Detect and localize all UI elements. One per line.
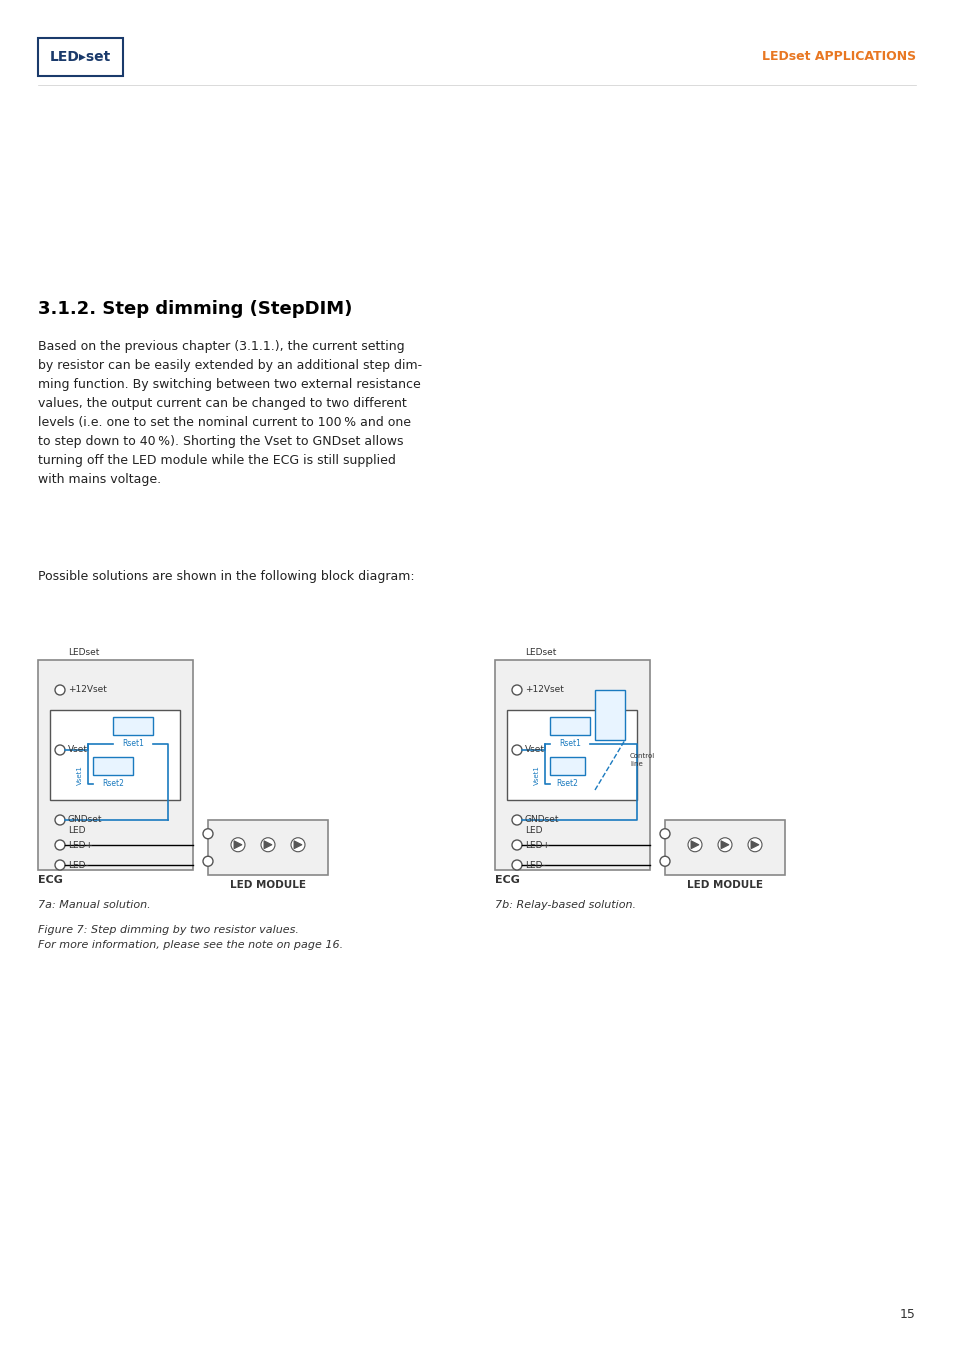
Circle shape — [55, 745, 65, 755]
Bar — [208, 819, 328, 875]
Bar — [495, 660, 649, 869]
Bar — [50, 710, 180, 801]
Text: GNDset: GNDset — [68, 815, 102, 825]
Circle shape — [512, 815, 521, 825]
Circle shape — [203, 829, 213, 838]
Text: +12Vset: +12Vset — [524, 686, 563, 694]
Text: Rset2: Rset2 — [556, 779, 578, 788]
Text: LEDset: LEDset — [524, 648, 556, 657]
Bar — [38, 660, 193, 869]
Text: Vset: Vset — [68, 745, 88, 755]
Text: LEDset: LEDset — [68, 648, 99, 657]
Circle shape — [659, 829, 669, 838]
Text: LED+: LED+ — [68, 841, 92, 849]
Text: +12Vset: +12Vset — [68, 686, 107, 694]
Text: Rset1: Rset1 — [558, 740, 580, 748]
Text: 7a: Manual solution.: 7a: Manual solution. — [38, 900, 151, 910]
Circle shape — [261, 838, 274, 852]
Circle shape — [718, 838, 731, 852]
Text: Vset1: Vset1 — [77, 765, 83, 784]
Circle shape — [55, 815, 65, 825]
Polygon shape — [750, 841, 759, 849]
Circle shape — [291, 838, 305, 852]
Bar — [112, 717, 152, 734]
Text: Rset2: Rset2 — [102, 779, 124, 788]
Circle shape — [512, 684, 521, 695]
Bar — [38, 38, 123, 76]
Text: ECG: ECG — [38, 875, 63, 886]
Text: Control
line: Control line — [629, 753, 655, 767]
Text: LED-: LED- — [524, 860, 545, 869]
Circle shape — [55, 860, 65, 869]
Text: LED MODULE: LED MODULE — [686, 880, 762, 890]
Circle shape — [659, 856, 669, 867]
Text: LED-: LED- — [68, 860, 89, 869]
Text: LED: LED — [68, 826, 86, 836]
Circle shape — [687, 838, 701, 852]
Text: LED▸set: LED▸set — [50, 50, 111, 63]
Text: 3.1.2. Step dimming (StepDIM): 3.1.2. Step dimming (StepDIM) — [38, 300, 352, 319]
Text: Based on the previous chapter (3.1.1.), the current setting
by resistor can be e: Based on the previous chapter (3.1.1.), … — [38, 340, 421, 486]
Text: Vset: Vset — [524, 745, 544, 755]
Text: 7b: Relay-based solution.: 7b: Relay-based solution. — [495, 900, 636, 910]
Text: LED: LED — [524, 826, 542, 836]
Polygon shape — [233, 841, 242, 849]
Circle shape — [55, 684, 65, 695]
Bar — [595, 690, 624, 740]
Text: GNDset: GNDset — [524, 815, 558, 825]
Bar — [506, 710, 637, 801]
Polygon shape — [294, 841, 302, 849]
Polygon shape — [720, 841, 728, 849]
Text: LEDset APPLICATIONS: LEDset APPLICATIONS — [761, 50, 915, 63]
Text: LED MODULE: LED MODULE — [230, 880, 306, 890]
Bar — [92, 757, 132, 775]
Text: Rset1: Rset1 — [122, 740, 144, 748]
Text: Figure 7: Step dimming by two resistor values.
For more information, please see : Figure 7: Step dimming by two resistor v… — [38, 925, 343, 950]
Text: Vset1: Vset1 — [534, 765, 539, 784]
Circle shape — [512, 860, 521, 869]
Circle shape — [55, 840, 65, 850]
Polygon shape — [264, 841, 272, 849]
Text: Possible solutions are shown in the following block diagram:: Possible solutions are shown in the foll… — [38, 570, 415, 583]
Bar — [550, 717, 589, 734]
Circle shape — [203, 856, 213, 867]
Text: ECG: ECG — [495, 875, 519, 886]
Text: LED+: LED+ — [524, 841, 550, 849]
Text: 15: 15 — [900, 1308, 915, 1322]
Polygon shape — [690, 841, 699, 849]
Bar — [550, 757, 584, 775]
Circle shape — [231, 838, 245, 852]
Circle shape — [512, 840, 521, 850]
Circle shape — [512, 745, 521, 755]
Bar — [664, 819, 784, 875]
Circle shape — [747, 838, 761, 852]
